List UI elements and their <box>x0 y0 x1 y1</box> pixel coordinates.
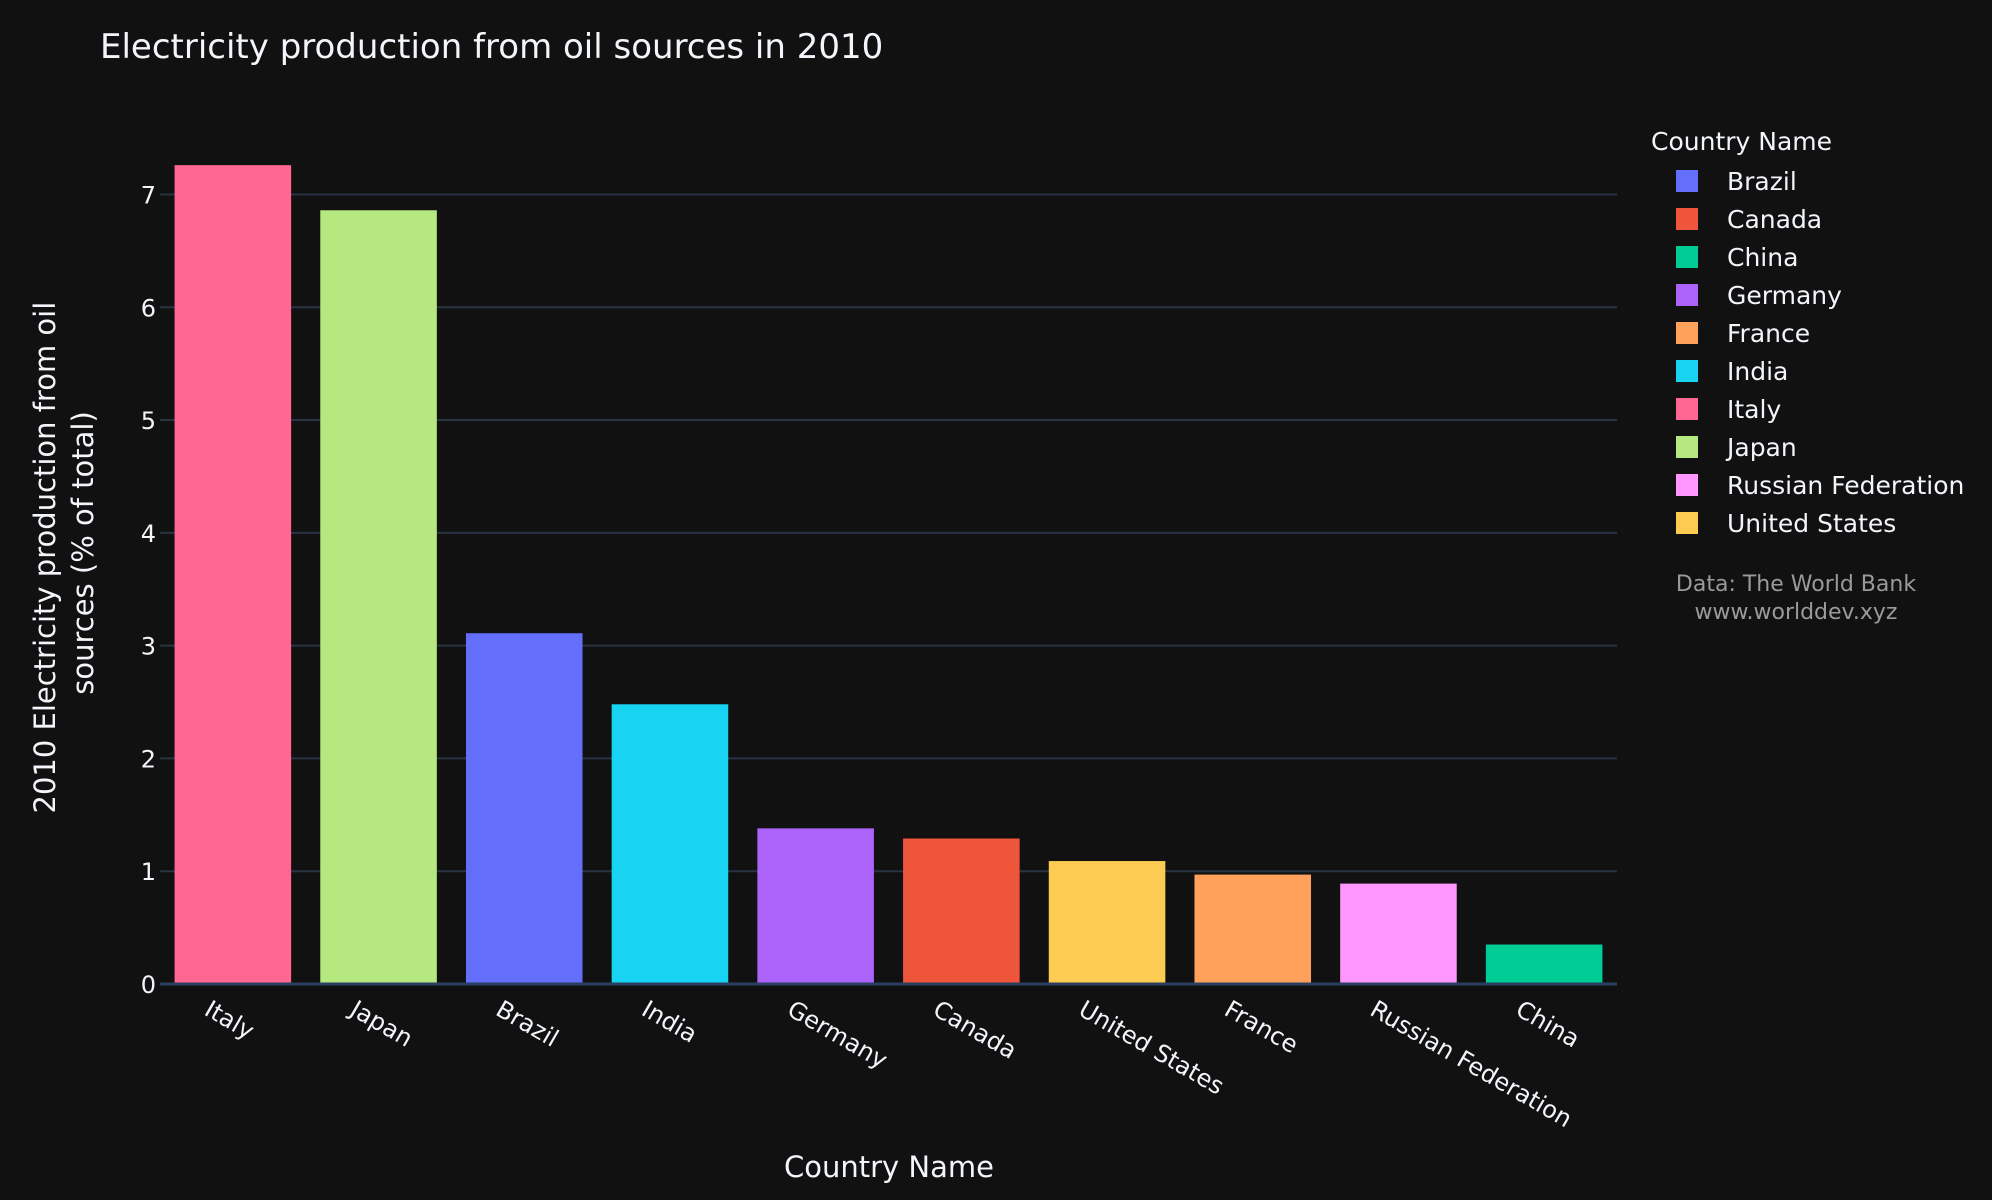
legend-swatch <box>1676 208 1698 230</box>
bar-germany[interactable] <box>757 828 874 984</box>
y-tick-label: 3 <box>141 633 156 661</box>
legend-label: Canada <box>1727 205 1822 234</box>
legend-item[interactable]: Brazil <box>1676 167 1797 196</box>
legend-item[interactable]: China <box>1676 243 1798 272</box>
bar-canada[interactable] <box>903 838 1020 984</box>
chart-title: Electricity production from oil sources … <box>100 27 883 67</box>
legend-swatch <box>1676 246 1698 268</box>
legend-item[interactable]: India <box>1676 357 1788 386</box>
y-tick-labels: 0 1 2 3 4 5 6 7 <box>141 181 156 999</box>
source-line-2: www.worlddev.xyz <box>1695 600 1898 625</box>
legend-swatch <box>1676 170 1698 192</box>
legend-label: Italy <box>1727 395 1781 424</box>
legend-swatch <box>1676 360 1698 382</box>
legend: Country Name Brazil Canada China Germany Fra… <box>1651 127 1964 538</box>
source-line-1: Data: The World Bank <box>1676 572 1916 597</box>
bar-united-states[interactable] <box>1048 861 1166 984</box>
bar-japan[interactable] <box>320 210 437 984</box>
legend-label: France <box>1727 319 1810 348</box>
y-axis-title: 2010 Electricity production from oil sou… <box>28 292 100 813</box>
legend-label: Japan <box>1725 433 1797 462</box>
bars <box>174 165 1603 985</box>
y-tick-label: 7 <box>141 181 156 209</box>
legend-item[interactable]: Canada <box>1676 205 1822 234</box>
y-axis-title-line-2: sources (% of total) <box>66 411 100 695</box>
bar-china[interactable] <box>1485 944 1603 984</box>
bar-russian-federation[interactable] <box>1340 883 1457 984</box>
legend-swatch <box>1676 284 1698 306</box>
legend-item[interactable]: France <box>1676 319 1810 348</box>
bar-brazil[interactable] <box>465 633 583 984</box>
legend-item[interactable]: Italy <box>1676 395 1781 424</box>
legend-item[interactable]: Japan <box>1676 433 1797 462</box>
legend-label: India <box>1727 357 1788 386</box>
bar-france[interactable] <box>1194 874 1312 984</box>
legend-label: China <box>1727 243 1798 272</box>
source-annotation: Data: The World Bank www.worlddev.xyz <box>1676 572 1916 625</box>
legend-swatch <box>1676 398 1698 420</box>
legend-swatch <box>1676 436 1698 458</box>
y-tick-label: 4 <box>141 520 156 548</box>
y-tick-label: 2 <box>141 745 156 773</box>
legend-label: Germany <box>1727 281 1842 310</box>
legend-item[interactable]: Germany <box>1676 281 1842 310</box>
y-tick-label: 0 <box>141 971 156 999</box>
legend-label: United States <box>1727 509 1896 538</box>
y-tick-label: 1 <box>141 858 156 886</box>
y-tick-label: 6 <box>141 294 156 322</box>
y-tick-label: 5 <box>141 407 156 435</box>
bar-india[interactable] <box>611 704 729 984</box>
legend-item[interactable]: Russian Federation <box>1676 471 1964 500</box>
x-axis-title: Country Name <box>784 1150 994 1184</box>
legend-title: Country Name <box>1651 127 1832 156</box>
legend-label: Brazil <box>1727 167 1797 196</box>
legend-swatch <box>1676 512 1698 534</box>
legend-swatch <box>1676 322 1698 344</box>
y-axis-title-line-1: 2010 Electricity production from oil <box>28 302 62 814</box>
legend-label: Russian Federation <box>1727 471 1964 500</box>
legend-item[interactable]: United States <box>1676 509 1896 538</box>
bar-italy[interactable] <box>174 165 292 985</box>
legend-swatch <box>1676 474 1698 496</box>
